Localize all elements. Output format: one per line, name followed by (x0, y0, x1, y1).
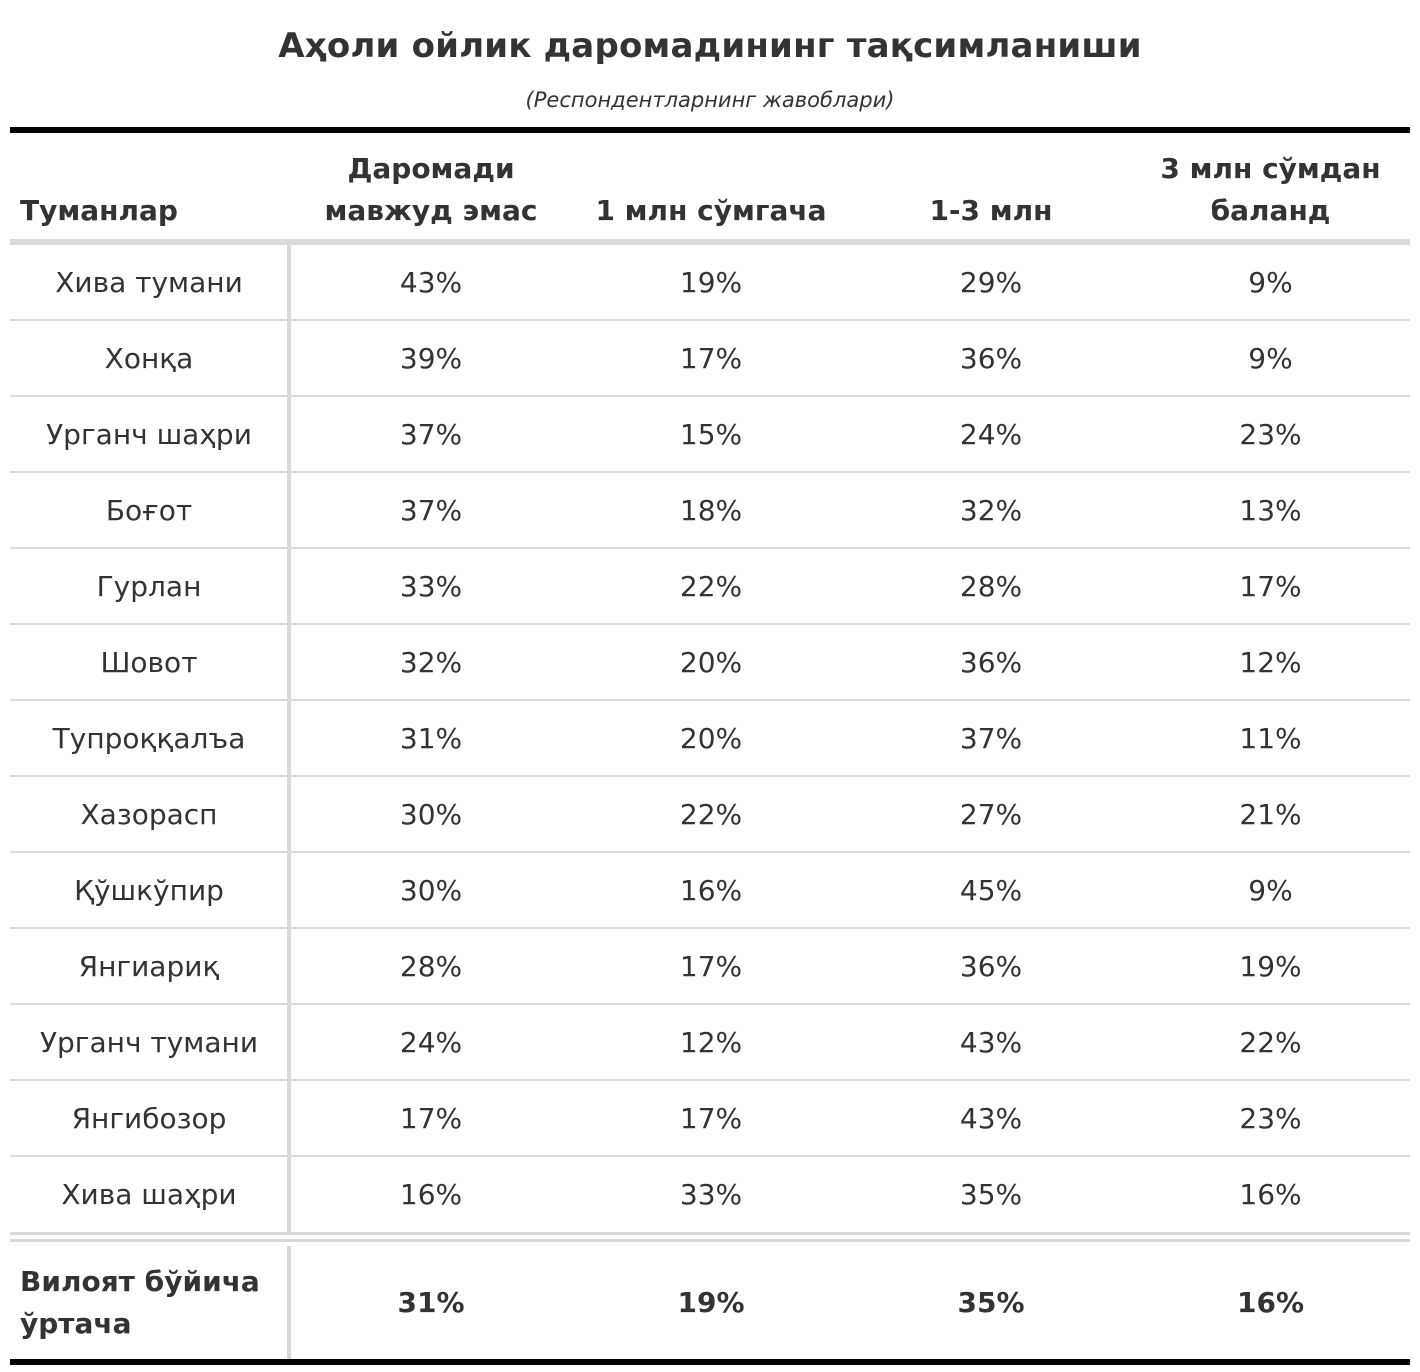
value-cell-over-3mln: 13% (1239, 493, 1302, 527)
footer-value-no-income: 31% (397, 1285, 465, 1319)
table-row: Тупроққалъа 31% 20% 37% 11% (10, 701, 1410, 777)
value-cell-1-3mln: 28% (959, 569, 1023, 603)
column-divider-body (287, 245, 291, 1232)
table-row: Урганч тумани 24% 12% 43% 22% (10, 1005, 1410, 1081)
value-cell-1-3mln: 43% (959, 1101, 1023, 1135)
value-cell-1-3mln: 36% (959, 341, 1023, 375)
value-cell-1-3mln: 32% (959, 493, 1023, 527)
value-cell-over-3mln: 19% (1239, 949, 1302, 983)
district-name-cell: Урганч тумани (39, 1025, 259, 1059)
value-cell-up-to-1mln: 17% (679, 1101, 743, 1135)
value-cell-up-to-1mln: 22% (679, 797, 743, 831)
value-cell-no-income: 37% (399, 417, 463, 451)
value-cell-1-3mln: 24% (959, 417, 1023, 451)
value-cell-over-3mln: 11% (1239, 721, 1302, 755)
value-cell-up-to-1mln: 16% (679, 873, 743, 907)
value-cell-no-income: 30% (399, 797, 463, 831)
table-row: Хонқа 39% 17% 36% 9% (10, 321, 1410, 397)
value-cell-1-3mln: 29% (959, 265, 1023, 299)
value-cell-over-3mln: 16% (1239, 1177, 1302, 1211)
table-row: Янгибозор 17% 17% 43% 23% (10, 1081, 1410, 1157)
footer-value-over-3mln: 16% (1236, 1285, 1305, 1319)
district-name-cell: Боғот (105, 493, 193, 527)
value-cell-over-3mln: 17% (1239, 569, 1302, 603)
value-cell-over-3mln: 23% (1239, 417, 1302, 451)
column-header-no-income: Даромади мавжуд эмас (324, 152, 538, 227)
table-subtitle: (Респондентларнинг жавоблари) (525, 88, 895, 112)
value-cell-no-income: 17% (399, 1101, 463, 1135)
district-name-cell: Хазорасп (80, 797, 218, 831)
value-cell-no-income: 43% (399, 265, 463, 299)
table-row: Хива тумани 43% 19% 29% 9% (10, 245, 1410, 321)
table-footer-row: Вилоят бўйича ўртача 31% 19% 35% 16% (10, 1246, 1410, 1359)
value-cell-1-3mln: 36% (959, 949, 1023, 983)
value-cell-up-to-1mln: 17% (679, 341, 743, 375)
value-cell-no-income: 24% (399, 1025, 463, 1059)
value-cell-no-income: 32% (399, 645, 463, 679)
district-name-cell: Урганч шаҳри (46, 417, 252, 451)
value-cell-up-to-1mln: 20% (679, 645, 743, 679)
column-divider-footer (287, 1246, 291, 1359)
value-cell-1-3mln: 37% (959, 721, 1023, 755)
value-cell-no-income: 39% (399, 341, 463, 375)
value-cell-over-3mln: 9% (1248, 341, 1293, 375)
footer-value-1-3mln: 35% (957, 1285, 1025, 1319)
value-cell-over-3mln: 23% (1239, 1101, 1302, 1135)
value-cell-up-to-1mln: 18% (679, 493, 743, 527)
value-cell-up-to-1mln: 19% (679, 265, 743, 299)
value-cell-1-3mln: 36% (959, 645, 1023, 679)
table-row: Гурлан 33% 22% 28% 17% (10, 549, 1410, 625)
column-header-district: Туманлар (20, 194, 178, 227)
value-cell-1-3mln: 27% (959, 797, 1023, 831)
top-rule (10, 127, 1410, 133)
value-cell-no-income: 33% (399, 569, 463, 603)
value-cell-no-income: 31% (399, 721, 463, 755)
table-row: Урганч шаҳри 37% 15% 24% 23% (10, 397, 1410, 473)
column-header-up-to-1mln: 1 млн сўмгача (595, 194, 827, 227)
table-row: Янгиариқ 28% 17% 36% 19% (10, 929, 1410, 1005)
value-cell-up-to-1mln: 15% (679, 417, 743, 451)
footer-label: Вилоят бўйича ўртача (20, 1264, 260, 1340)
district-name-cell: Хива шаҳри (61, 1177, 237, 1211)
value-cell-no-income: 30% (399, 873, 463, 907)
district-name-cell: Гурлан (96, 569, 202, 603)
table-row: Хива шаҳри 16% 33% 35% 16% (10, 1157, 1410, 1233)
value-cell-up-to-1mln: 17% (679, 949, 743, 983)
value-cell-no-income: 28% (399, 949, 463, 983)
value-cell-up-to-1mln: 12% (679, 1025, 743, 1059)
district-name-cell: Янгиариқ (78, 949, 220, 983)
footer-value-up-to-1mln: 19% (677, 1285, 745, 1319)
column-header-over-3mln: 3 млн сўмдан баланд (1160, 152, 1381, 227)
district-name-cell: Шовот (100, 645, 198, 679)
column-header-1-3mln: 1-3 млн (929, 194, 1053, 227)
table-row: Хазорасп 30% 22% 27% 21% (10, 777, 1410, 853)
table-row: Қўшкўпир 30% 16% 45% 9% (10, 853, 1410, 929)
table-row: Шовот 32% 20% 36% 12% (10, 625, 1410, 701)
footer-rule-top (10, 1232, 1410, 1235)
value-cell-no-income: 37% (399, 493, 463, 527)
value-cell-over-3mln: 21% (1239, 797, 1302, 831)
district-name-cell: Хива тумани (55, 265, 243, 299)
district-name-cell: Янгибозор (71, 1101, 227, 1135)
value-cell-over-3mln: 9% (1248, 873, 1293, 907)
bottom-rule (10, 1359, 1410, 1365)
district-name-cell: Қўшкўпир (74, 873, 224, 907)
table-title: Аҳоли ойлик даромадининг тақсимланиши (278, 26, 1142, 66)
value-cell-1-3mln: 43% (959, 1025, 1023, 1059)
value-cell-over-3mln: 9% (1248, 265, 1293, 299)
value-cell-up-to-1mln: 33% (679, 1177, 743, 1211)
district-name-cell: Тупроққалъа (52, 721, 246, 755)
district-name-cell: Хонқа (104, 341, 194, 375)
value-cell-over-3mln: 22% (1239, 1025, 1302, 1059)
table-row: Боғот 37% 18% 32% 13% (10, 473, 1410, 549)
value-cell-1-3mln: 35% (959, 1177, 1023, 1211)
value-cell-1-3mln: 45% (959, 873, 1023, 907)
value-cell-no-income: 16% (399, 1177, 463, 1211)
value-cell-up-to-1mln: 22% (679, 569, 743, 603)
value-cell-over-3mln: 12% (1239, 645, 1302, 679)
value-cell-up-to-1mln: 20% (679, 721, 743, 755)
footer-rule-bottom (10, 1239, 1410, 1242)
header-rule (10, 239, 1410, 245)
